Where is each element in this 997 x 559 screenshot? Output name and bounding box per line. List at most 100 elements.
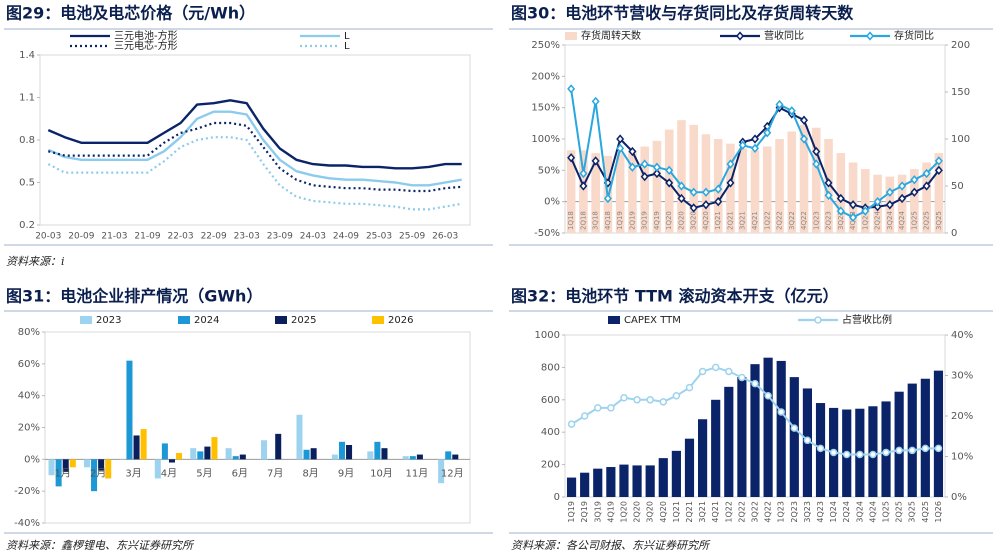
marker xyxy=(579,181,588,191)
bar xyxy=(374,441,381,460)
bar xyxy=(62,459,69,473)
legend-swatch xyxy=(608,316,620,324)
x-tick-label: 25-09 xyxy=(399,232,425,242)
marker xyxy=(689,187,698,197)
y-tick-label: 0.2 xyxy=(19,220,35,231)
legend-marker xyxy=(736,31,744,41)
bar xyxy=(579,150,588,233)
marker xyxy=(652,162,661,172)
marker xyxy=(777,408,785,416)
x-tick-label: 3Q19 xyxy=(593,501,602,523)
marker xyxy=(714,184,723,194)
marker xyxy=(591,96,600,107)
x-tick-label: 2Q20 xyxy=(677,211,685,230)
x-tick-label: 3Q24 xyxy=(886,211,894,230)
bar xyxy=(346,445,353,460)
marker xyxy=(842,450,851,459)
marker xyxy=(836,206,845,216)
bar xyxy=(698,419,708,497)
x-tick-label: 3Q20 xyxy=(690,211,698,230)
marker xyxy=(882,448,890,457)
bar xyxy=(724,386,734,497)
x-tick-label: 1Q20 xyxy=(665,211,673,230)
marker xyxy=(726,178,735,188)
bar xyxy=(98,459,105,471)
bar xyxy=(452,454,459,460)
marker xyxy=(921,444,930,453)
marker xyxy=(628,146,637,157)
marker xyxy=(849,200,858,210)
bar xyxy=(161,443,168,460)
x-tick-label: 2Q21 xyxy=(726,211,734,230)
x-tick-label: 3Q22 xyxy=(751,501,760,523)
x-tick-label: 4月 xyxy=(161,467,177,479)
marker xyxy=(787,106,796,116)
x-tick-label: 2Q21 xyxy=(685,501,694,523)
x-tick-label: 2Q23 xyxy=(825,211,833,230)
bar xyxy=(211,437,218,460)
x-tick-label: 3Q20 xyxy=(646,501,655,523)
bar xyxy=(48,459,55,476)
y-tick-label: 20% xyxy=(18,423,40,434)
y2-tick-label: 150 xyxy=(951,87,970,98)
bar xyxy=(658,458,668,497)
bar xyxy=(268,459,275,460)
x-tick-label: 11月 xyxy=(406,467,429,479)
marker xyxy=(567,420,576,428)
bar xyxy=(689,124,698,233)
marker xyxy=(829,448,838,457)
legend-swatch xyxy=(565,32,577,40)
bar xyxy=(922,162,931,233)
bar xyxy=(232,456,239,460)
line-series xyxy=(47,99,462,170)
marker xyxy=(738,140,747,150)
x-tick-label: 1Q25 xyxy=(910,211,918,230)
y-tick-label: 40% xyxy=(18,391,40,402)
x-tick-label: 4Q21 xyxy=(751,211,759,230)
y-tick-label: 60% xyxy=(18,359,40,370)
chart-title: 图32：电池环节 TTM 滚动资本开支（亿元） xyxy=(511,287,839,306)
x-tick-label: 1Q26 xyxy=(934,501,943,523)
bar xyxy=(711,399,721,497)
marker xyxy=(751,379,759,388)
bar xyxy=(261,440,268,460)
y-tick-label: 1.1 xyxy=(19,93,35,104)
legend-label: 存货周转天数 xyxy=(581,29,641,42)
bar xyxy=(934,153,944,233)
x-tick-label: 4Q22 xyxy=(764,501,773,523)
bar xyxy=(789,377,799,497)
x-tick-label: 2Q24 xyxy=(842,501,851,523)
marker xyxy=(910,187,919,197)
marker xyxy=(714,197,723,207)
bar xyxy=(338,441,345,460)
bar xyxy=(204,446,211,460)
legend-swatch xyxy=(372,316,384,324)
bar xyxy=(275,433,282,460)
y2-tick-label: 100 xyxy=(951,134,970,145)
chart-title: 图30：电池环节营收与存货同比及存货周转天数 xyxy=(511,4,854,23)
marker xyxy=(701,187,710,197)
legend-label: 2026 xyxy=(388,315,413,326)
y-tick-label: 80% xyxy=(18,327,40,338)
bar xyxy=(197,451,204,460)
x-tick-label: 6月 xyxy=(232,467,248,479)
bar xyxy=(640,146,649,233)
bar xyxy=(897,174,907,233)
x-tick-label: 4Q20 xyxy=(659,501,668,523)
marker xyxy=(628,162,637,172)
x-tick-label: 1月 xyxy=(55,467,71,479)
bar xyxy=(645,465,655,497)
legend-label: L xyxy=(344,31,350,42)
bar xyxy=(154,459,161,479)
x-tick-label: 26-03 xyxy=(432,232,458,242)
marker xyxy=(620,394,628,402)
marker xyxy=(869,450,877,459)
y-tick-label: -20% xyxy=(14,486,40,497)
y2-tick-label: 50 xyxy=(951,181,964,192)
source-note: 资料来源：i xyxy=(6,255,65,268)
marker xyxy=(616,143,625,154)
y2-tick-label: 20% xyxy=(951,411,973,422)
bar xyxy=(894,391,904,497)
y-tick-label: 0 xyxy=(554,492,560,503)
x-tick-label: 1Q19 xyxy=(567,501,576,523)
